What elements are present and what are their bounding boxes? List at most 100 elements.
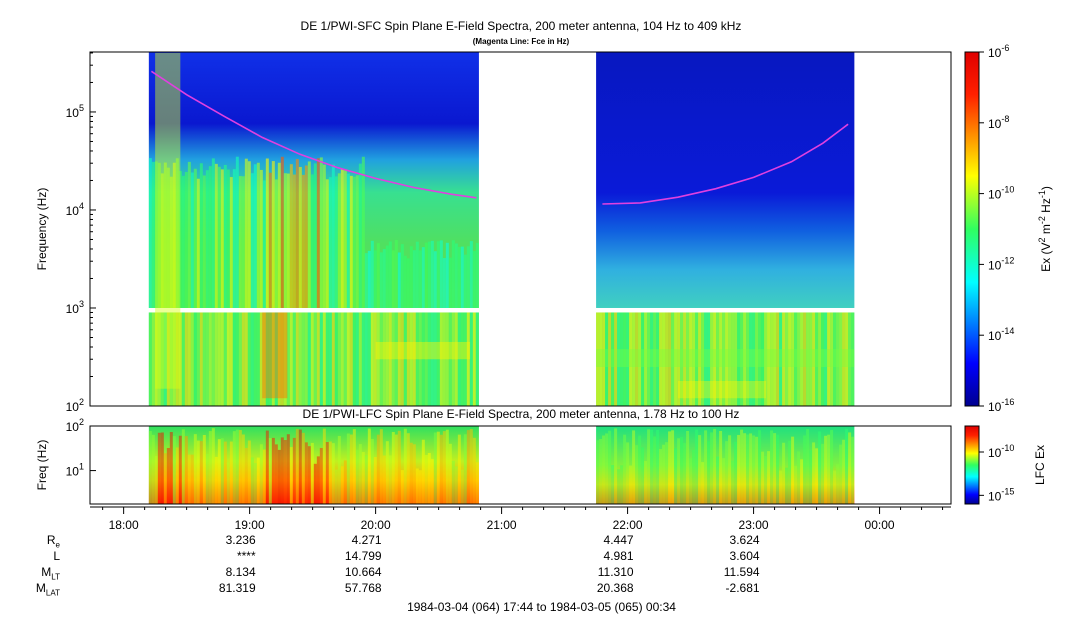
sfc-streak-low bbox=[436, 312, 440, 406]
sfc-streak bbox=[256, 162, 260, 308]
sfc-streak bbox=[175, 158, 179, 308]
sfc-plot-frame bbox=[89, 51, 952, 407]
sfc-streak-low bbox=[752, 312, 756, 406]
sfc-streak bbox=[244, 158, 248, 308]
lfc-streak bbox=[430, 459, 434, 504]
sfc-streak-low bbox=[322, 312, 326, 406]
sfc-streak bbox=[247, 161, 251, 308]
lfc-y-tick-label: 102 bbox=[66, 417, 84, 434]
sfc-streak-low bbox=[439, 312, 443, 406]
lfc-streak bbox=[187, 454, 191, 504]
lfc-streak bbox=[749, 433, 753, 504]
lfc-streak bbox=[352, 429, 356, 504]
fce-line bbox=[602, 123, 849, 205]
sfc-streak-low bbox=[385, 312, 389, 406]
ephem-value-l: 4.981 bbox=[603, 549, 634, 563]
sfc-streak-low bbox=[611, 312, 615, 406]
sfc-streak bbox=[370, 240, 374, 308]
lfc-streak bbox=[722, 458, 726, 504]
sfc-streak bbox=[394, 239, 398, 308]
ephem-value-l: **** bbox=[236, 549, 256, 563]
lfc-streak bbox=[223, 441, 227, 504]
sfc-streak-low bbox=[704, 312, 708, 406]
sfc-streak-low bbox=[328, 312, 332, 406]
ephem-value-mlat: 20.368 bbox=[596, 581, 634, 595]
sfc-streak-low bbox=[644, 312, 648, 406]
sfc-streak bbox=[412, 250, 416, 308]
lfc-streak bbox=[599, 438, 603, 504]
lfc-streak bbox=[614, 428, 618, 504]
sfc-streak-low bbox=[325, 312, 329, 406]
sfc-streak-low bbox=[635, 312, 639, 406]
lfc-streak bbox=[400, 470, 404, 504]
sfc-streak-low bbox=[310, 312, 314, 406]
sfc-streak-low bbox=[181, 312, 185, 406]
sfc-streak-low bbox=[340, 312, 344, 406]
sfc-streak-low bbox=[761, 312, 765, 406]
sfc-streak-low bbox=[602, 312, 606, 406]
lfc-streak bbox=[226, 462, 230, 504]
sfc-streak-low bbox=[238, 312, 242, 406]
sfc-streak-low bbox=[749, 312, 753, 406]
sfc-streak bbox=[208, 166, 212, 308]
lfc-streak bbox=[632, 430, 636, 504]
sfc-streak-low bbox=[743, 312, 747, 406]
sfc-streak bbox=[262, 180, 266, 308]
ephem-value-mlat: 81.319 bbox=[218, 581, 256, 595]
sfc-streak-low bbox=[265, 312, 269, 406]
sfc-streak bbox=[433, 251, 437, 308]
sfc-streak-low bbox=[214, 312, 218, 406]
sfc-streak-low bbox=[683, 312, 687, 406]
lfc-streak bbox=[653, 436, 657, 504]
sfc-streak-low bbox=[797, 312, 801, 406]
sfc-streak-low bbox=[226, 312, 230, 406]
sfc-streak-low bbox=[151, 312, 155, 406]
lfc-streak bbox=[439, 434, 443, 504]
sfc-streak-low bbox=[280, 312, 284, 406]
lfc-streak bbox=[319, 447, 323, 504]
sfc-streak bbox=[337, 173, 341, 308]
sfc-streak bbox=[415, 241, 419, 308]
lfc-streak bbox=[629, 465, 633, 504]
sfc-colorbar-tick-label: 10-16 bbox=[988, 397, 1014, 414]
lfc-streak bbox=[725, 441, 729, 504]
sfc-streak-low bbox=[199, 312, 203, 406]
lfc-streak bbox=[172, 436, 176, 504]
lfc-streak bbox=[665, 442, 669, 504]
lfc-streak bbox=[373, 456, 377, 504]
sfc-streak-low bbox=[779, 312, 783, 406]
sfc-streak bbox=[319, 157, 323, 308]
lfc-streak bbox=[307, 446, 311, 504]
lfc-streak bbox=[421, 439, 425, 504]
sfc-streak-low bbox=[445, 312, 449, 406]
sfc-streak bbox=[454, 243, 458, 308]
sfc-streak-low bbox=[758, 312, 762, 406]
sfc-streak-low bbox=[638, 312, 642, 406]
sfc-streak-low bbox=[746, 312, 750, 406]
sfc-streak-low bbox=[406, 312, 410, 406]
lfc-streak bbox=[650, 429, 654, 504]
sfc-streak bbox=[352, 176, 356, 308]
lfc-streak bbox=[274, 444, 278, 504]
sfc-streak bbox=[166, 167, 170, 308]
sfc-streak-low bbox=[253, 312, 257, 406]
lfc-streak bbox=[824, 435, 828, 504]
lfc-streak bbox=[635, 445, 639, 504]
lfc-streak bbox=[193, 434, 197, 504]
sfc-streak-low bbox=[695, 312, 699, 406]
lfc-streak bbox=[271, 437, 275, 504]
sfc-streak-low bbox=[806, 312, 810, 406]
sfc-streak-low bbox=[773, 312, 777, 406]
time-axis-tick-label: 21:00 bbox=[487, 518, 517, 532]
sfc-streak-low bbox=[466, 312, 470, 406]
sfc-streak-low bbox=[286, 312, 290, 406]
lfc-streak bbox=[815, 448, 819, 504]
lfc-streak bbox=[424, 454, 428, 504]
lfc-streak bbox=[454, 466, 458, 504]
sfc-streak-low bbox=[421, 312, 425, 406]
lfc-streak bbox=[154, 455, 158, 504]
sfc-streak-low bbox=[232, 312, 236, 406]
lfc-streak bbox=[761, 451, 765, 504]
sfc-streak bbox=[475, 242, 479, 308]
